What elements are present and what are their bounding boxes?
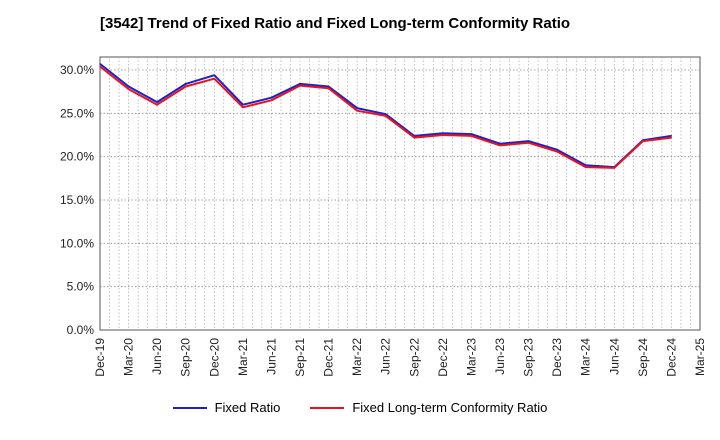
data-point-fixed-long-term-conformity-ratio (670, 137, 673, 139)
x-tick-label: Jun-22 (379, 338, 393, 375)
data-point-fixed-long-term-conformity-ratio (156, 104, 158, 106)
x-tick-label: Mar-21 (236, 338, 250, 376)
data-point-fixed-ratio (556, 149, 558, 151)
data-point-fixed-ratio (442, 132, 444, 134)
x-tick-label: Mar-23 (464, 338, 478, 376)
x-tick-label: Sep-21 (293, 338, 307, 377)
y-tick-label: 15.0% (60, 193, 94, 207)
data-point-fixed-long-term-conformity-ratio (499, 144, 501, 146)
x-tick-label: Dec-23 (550, 338, 564, 377)
plot-area (99, 56, 701, 331)
x-tick-label: Jun-20 (150, 338, 164, 375)
data-point-fixed-long-term-conformity-ratio (470, 135, 472, 137)
data-point-fixed-ratio (242, 104, 244, 106)
data-point-fixed-long-term-conformity-ratio (642, 140, 644, 142)
y-tick-label: 20.0% (60, 150, 94, 164)
data-point-fixed-ratio (270, 97, 272, 99)
x-tick-label: Sep-23 (522, 338, 536, 377)
data-point-fixed-ratio (185, 83, 187, 85)
y-tick-label: 0.0% (67, 323, 95, 337)
y-tick-label: 10.0% (60, 236, 94, 250)
data-point-fixed-long-term-conformity-ratio (442, 134, 444, 136)
legend-item-fixed-long-term-conformity-ratio: Fixed Long-term Conformity Ratio (310, 400, 547, 415)
data-point-fixed-ratio (470, 133, 472, 135)
x-tick-label: Sep-22 (407, 338, 421, 377)
data-point-fixed-long-term-conformity-ratio (328, 87, 330, 89)
x-tick-label: Mar-22 (350, 338, 364, 376)
data-point-fixed-long-term-conformity-ratio (585, 166, 587, 168)
x-tick-label: Jun-21 (264, 338, 278, 375)
data-point-fixed-long-term-conformity-ratio (356, 110, 358, 112)
x-tick-label: Dec-24 (664, 338, 678, 377)
x-tick-label: Dec-19 (93, 338, 107, 377)
legend-swatch (310, 406, 345, 409)
legend-label: Fixed Long-term Conformity Ratio (352, 400, 548, 415)
x-tick-label: Mar-24 (579, 338, 593, 376)
data-point-fixed-ratio (499, 143, 501, 145)
data-point-fixed-long-term-conformity-ratio (299, 85, 301, 87)
legend: Fixed Ratio Fixed Long-term Conformity R… (0, 400, 720, 415)
data-point-fixed-ratio (356, 107, 358, 109)
data-point-fixed-ratio (156, 101, 158, 103)
x-tick-label: Sep-24 (636, 338, 650, 377)
x-tick-label: Mar-20 (122, 338, 136, 376)
data-point-fixed-long-term-conformity-ratio (528, 142, 530, 144)
data-point-fixed-long-term-conformity-ratio (613, 167, 615, 169)
chart-title: [3542] Trend of Fixed Ratio and Fixed Lo… (100, 15, 571, 32)
x-tick-label: Jun-24 (607, 338, 621, 375)
data-point-fixed-long-term-conformity-ratio (556, 150, 558, 153)
x-tick-label: Dec-20 (207, 338, 221, 377)
data-point-fixed-ratio (328, 85, 330, 88)
data-point-fixed-ratio (128, 85, 130, 88)
data-point-fixed-long-term-conformity-ratio (99, 65, 101, 68)
data-point-fixed-ratio (585, 164, 587, 166)
data-point-fixed-ratio (299, 83, 301, 85)
x-tick-label: Sep-20 (179, 338, 193, 377)
x-tick-label: Mar-25 (693, 338, 707, 376)
data-point-fixed-long-term-conformity-ratio (270, 99, 272, 101)
data-point-fixed-long-term-conformity-ratio (213, 78, 215, 80)
data-point-fixed-long-term-conformity-ratio (128, 88, 130, 90)
data-point-fixed-long-term-conformity-ratio (242, 106, 244, 108)
legend-item-fixed-ratio: Fixed Ratio (172, 400, 281, 415)
y-tick-label: 25.0% (60, 106, 94, 120)
x-tick-label: Dec-22 (436, 338, 450, 377)
data-point-fixed-long-term-conformity-ratio (385, 115, 387, 117)
y-tick-label: 30.0% (60, 63, 94, 77)
data-point-fixed-ratio (670, 135, 673, 137)
x-tick-label: Jun-23 (493, 338, 507, 375)
y-tick-label: 5.0% (67, 280, 95, 294)
data-point-fixed-ratio (385, 113, 387, 115)
data-point-fixed-long-term-conformity-ratio (185, 85, 187, 88)
data-point-fixed-ratio (99, 63, 101, 65)
data-point-fixed-long-term-conformity-ratio (413, 137, 415, 139)
data-point-fixed-ratio (213, 74, 215, 76)
x-tick-label: Dec-21 (322, 338, 336, 377)
legend-swatch (172, 406, 207, 409)
legend-label: Fixed Ratio (214, 400, 281, 415)
data-point-fixed-ratio (528, 140, 530, 142)
